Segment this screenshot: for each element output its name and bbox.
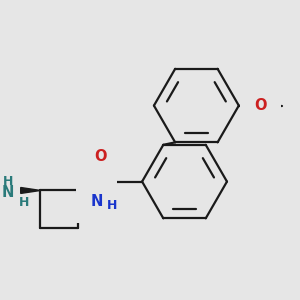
Text: H: H	[19, 196, 29, 209]
Text: H: H	[106, 199, 117, 212]
Polygon shape	[76, 188, 97, 201]
Text: N: N	[91, 194, 103, 209]
Text: O: O	[94, 149, 107, 164]
Text: N: N	[2, 185, 14, 200]
Text: H: H	[2, 175, 13, 188]
Text: O: O	[254, 98, 267, 113]
Polygon shape	[21, 188, 40, 194]
